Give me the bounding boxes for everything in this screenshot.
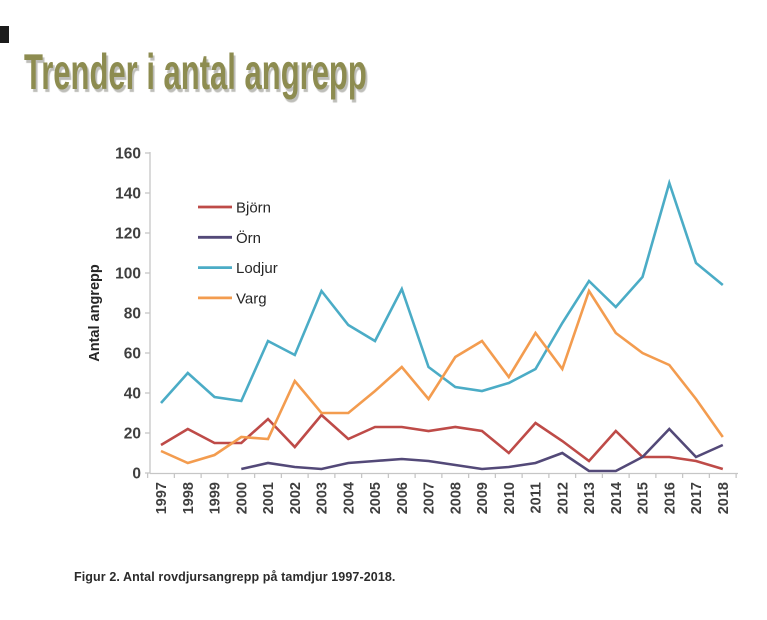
legend-label: Varg: [236, 290, 267, 307]
y-tick-label: 100: [115, 266, 141, 283]
legend-label: Björn: [236, 200, 271, 217]
x-tick-label: 2017: [689, 482, 705, 514]
y-tick-label: 40: [124, 386, 141, 403]
x-tick-label: 2013: [582, 482, 598, 514]
x-tick-label: 2015: [636, 482, 652, 514]
page-title: Trender i antal angrepp: [24, 43, 367, 100]
legend-label: Lodjur: [236, 260, 278, 277]
y-tick-label: 120: [115, 226, 141, 243]
x-tick-label: 2007: [422, 482, 438, 514]
x-tick-label: 2002: [288, 482, 304, 514]
page-edge-artifact: [0, 26, 9, 43]
x-tick-label: 2005: [368, 482, 384, 514]
x-tick-label: 2010: [502, 482, 518, 514]
y-tick-label: 80: [124, 306, 141, 323]
y-tick-label: 20: [124, 426, 141, 443]
legend-item: Björn: [198, 200, 271, 217]
y-tick-label: 140: [115, 186, 141, 203]
x-tick-label: 2009: [475, 482, 491, 514]
series-line-bjrn: [160, 413, 724, 471]
x-tick-label: 2000: [234, 482, 250, 514]
x-tick-label: 1999: [208, 482, 224, 514]
x-tick-label: 2014: [609, 482, 625, 514]
legend-label: Örn: [236, 229, 261, 247]
legend-item: Örn: [198, 229, 261, 247]
y-tick-label: 60: [124, 346, 141, 363]
y-tick-label: 0: [132, 466, 141, 483]
legend-item: Varg: [198, 290, 267, 307]
x-tick-label: 2012: [555, 482, 571, 514]
x-tick-label: 2004: [341, 482, 357, 514]
x-tick-label: 2011: [529, 482, 545, 513]
x-tick-label: 1997: [154, 482, 170, 514]
y-axis-title: Antal angrepp: [87, 264, 103, 362]
x-tick-label: 2008: [448, 482, 464, 514]
figure-caption: Figur 2. Antal rovdjursangrepp på tamdju…: [74, 570, 396, 584]
x-tick-label: 2001: [261, 482, 277, 514]
series-line-varg: [160, 288, 724, 465]
y-tick-label: 160: [115, 146, 141, 163]
x-tick-label: 2006: [395, 482, 411, 514]
series-line-rn: [241, 427, 724, 473]
x-tick-label: 1998: [181, 482, 197, 514]
x-tick-label: 2016: [662, 482, 678, 514]
x-tick-label: 2018: [716, 482, 732, 514]
legend-item: Lodjur: [198, 260, 278, 277]
x-tick-label: 2003: [315, 482, 331, 514]
